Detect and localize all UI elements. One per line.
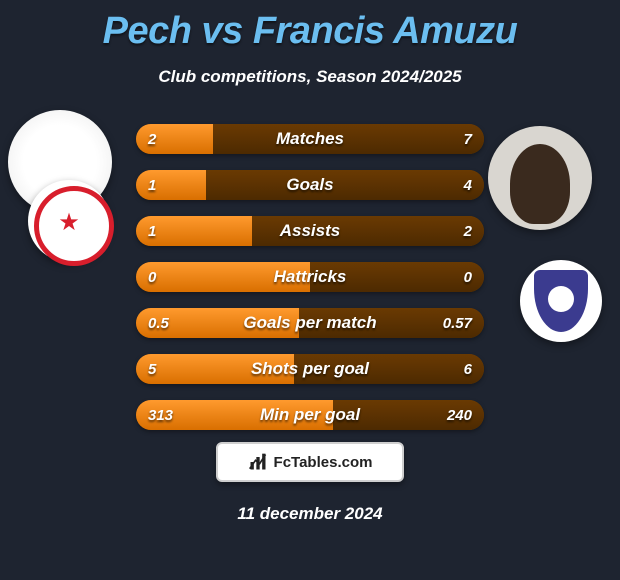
stat-label: Hattricks [136,262,484,292]
club-left-logo [28,180,110,262]
stat-label: Goals per match [136,308,484,338]
club-right-logo [520,260,602,342]
stat-row: 27Matches [136,124,484,154]
date-label: 11 december 2024 [0,504,620,524]
player-right-avatar [488,126,592,230]
site-logo: FcTables.com [216,442,404,482]
stat-label: Goals [136,170,484,200]
chart-icon [248,452,268,472]
subtitle: Club competitions, Season 2024/2025 [0,67,620,87]
stat-label: Shots per goal [136,354,484,384]
stat-row: 14Goals [136,170,484,200]
stat-row: 313240Min per goal [136,400,484,430]
site-logo-text: FcTables.com [274,454,373,471]
page-title: Pech vs Francis Amuzu [0,0,620,53]
stat-row: 0.50.57Goals per match [136,308,484,338]
stat-label: Assists [136,216,484,246]
stat-row: 00Hattricks [136,262,484,292]
stat-row: 56Shots per goal [136,354,484,384]
stat-row: 12Assists [136,216,484,246]
stat-label: Matches [136,124,484,154]
stats-container: 27Matches 14Goals 12Assists 00Hattricks 0.50… [136,124,484,446]
stat-label: Min per goal [136,400,484,430]
